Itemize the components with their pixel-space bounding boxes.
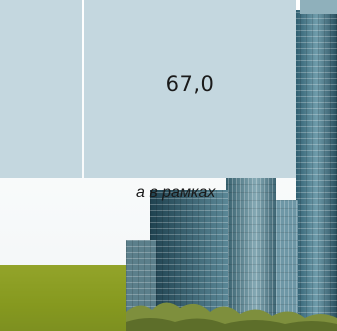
table-cell-value: [84, 0, 296, 178]
caption-line: а в рамках: [0, 178, 337, 208]
green-decorative-block: [0, 265, 126, 331]
caption-text: а в рамках: [136, 184, 216, 201]
data-table: 67,0: [0, 0, 297, 178]
table-cell-empty: [0, 0, 82, 178]
table-cell-value-text: 67,0: [165, 72, 215, 96]
